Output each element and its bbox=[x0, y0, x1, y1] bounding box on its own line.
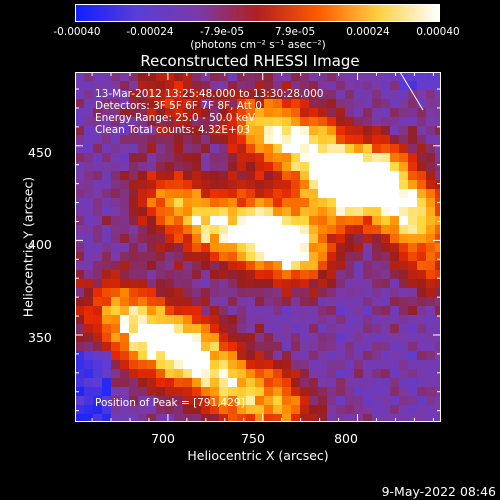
colorbar-tick-label: 0.00024 bbox=[346, 26, 390, 38]
y-tick-label: 400 bbox=[28, 237, 52, 252]
solar-limb-line bbox=[399, 72, 424, 111]
colorbar-tick-label: 7.9e-05 bbox=[274, 26, 316, 38]
colorbar-unit-label: (photons cm⁻² s⁻¹ asec⁻²) bbox=[190, 39, 326, 51]
y-axis-label: Heliocentric Y (arcsec) bbox=[20, 176, 36, 318]
colorbar-tick-label: -0.00040 bbox=[53, 26, 101, 38]
colorbar-tick-label: 0.00040 bbox=[416, 26, 460, 38]
colorbar bbox=[75, 4, 440, 22]
x-tick-label: 700 bbox=[151, 431, 175, 446]
info-energy-range: Energy Range: 25.0 - 50.0 keV bbox=[95, 112, 256, 124]
info-detectors: Detectors: 3F 5F 6F 7F 8F, Att 0 bbox=[95, 100, 262, 112]
chart-title: Reconstructed RHESSI Image bbox=[140, 52, 360, 70]
info-total-counts: Clean Total counts: 4.32E+03 bbox=[95, 124, 251, 136]
x-axis-label: Heliocentric X (arcsec) bbox=[187, 448, 329, 463]
x-tick-label: 750 bbox=[241, 431, 265, 446]
colorbar-tick-label: -0.00024 bbox=[126, 26, 174, 38]
plot-frame bbox=[75, 72, 441, 422]
info-time-range: 13-Mar-2012 13:25:48.000 to 13:30:28.000 bbox=[95, 88, 324, 100]
x-tick-label: 800 bbox=[334, 431, 358, 446]
colorbar-tick-label: -7.9e-05 bbox=[199, 26, 245, 38]
y-tick-label: 350 bbox=[28, 330, 52, 345]
info-peak-position: Position of Peak = [791,429] bbox=[95, 397, 245, 409]
date-stamp: 9-May-2022 08:46 bbox=[381, 484, 496, 499]
heatmap-image bbox=[75, 72, 441, 422]
heatmap-plot bbox=[75, 72, 441, 422]
y-tick-label: 450 bbox=[28, 145, 52, 160]
